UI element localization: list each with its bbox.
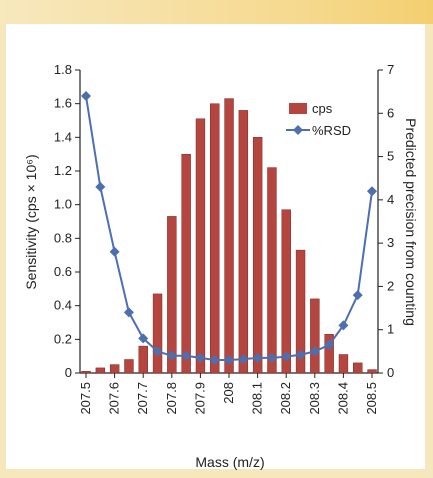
y-axis-title-right: Predicted precision from counting xyxy=(403,118,419,326)
bar-cps xyxy=(267,167,277,374)
rsd-point xyxy=(81,90,91,101)
x-tick-label: 207.6 xyxy=(107,382,122,415)
left-tick-label: 0.2 xyxy=(54,331,72,346)
bar-cps xyxy=(167,216,177,374)
x-tick-label: 208 xyxy=(221,382,236,404)
rsd-point xyxy=(324,339,335,350)
left-tick-label: 1.2 xyxy=(54,163,72,178)
rsd-point xyxy=(367,186,377,197)
bar-cps xyxy=(238,110,249,374)
x-axis-ticks: 207.5 207.6 207.7 207.8 207.9 208 208.1 208.2 20… xyxy=(78,373,379,415)
right-tick-label: 3 xyxy=(387,235,394,250)
x-axis-title: Mass (m/z) xyxy=(195,454,264,470)
rsd-point xyxy=(166,350,177,361)
left-tick-label: 1.8 xyxy=(54,62,72,77)
rsd-point xyxy=(195,352,206,363)
bar-cps xyxy=(224,98,234,374)
rsd-point xyxy=(238,354,249,365)
top-banner xyxy=(0,0,433,24)
bar-cps xyxy=(210,103,220,374)
left-tick-label: 0.4 xyxy=(54,298,72,313)
x-tick-label: 207.7 xyxy=(135,382,150,415)
x-tick-label: 208.2 xyxy=(278,382,293,415)
bar-cps xyxy=(281,209,291,374)
bar-cps xyxy=(81,371,91,374)
left-tick-label: 0.8 xyxy=(54,230,72,245)
x-tick-label: 208.4 xyxy=(335,382,350,415)
bar-cps xyxy=(109,364,120,374)
right-tick-label: 6 xyxy=(387,105,394,120)
legend-marker-rsd xyxy=(293,125,303,135)
right-tick-label: 5 xyxy=(387,149,394,164)
right-tick-label: 0 xyxy=(387,365,394,380)
x-tick-label: 207.9 xyxy=(192,382,207,415)
y-axis-title-left: Sensitivity (cps × 10⁶) xyxy=(23,154,39,289)
bar-cps xyxy=(124,359,134,374)
rsd-point xyxy=(352,290,363,301)
rsd-point xyxy=(295,349,306,360)
bar-cps xyxy=(310,298,320,374)
right-tick-label: 7 xyxy=(387,62,394,77)
rsd-point xyxy=(109,246,120,257)
bar-cps xyxy=(252,137,263,374)
rsd-point xyxy=(123,307,134,318)
left-tick-label: 1.0 xyxy=(54,197,72,212)
bar-cps xyxy=(338,354,349,374)
legend-swatch-cps xyxy=(289,103,307,114)
bar-cps xyxy=(95,367,106,374)
right-tick-label: 4 xyxy=(387,192,394,207)
bar-cps xyxy=(324,334,334,374)
bar-cps xyxy=(353,362,363,374)
bar-cps xyxy=(181,153,191,374)
right-axis-ticks: 0 1 2 3 4 5 6 7 xyxy=(378,62,394,380)
rsd-point xyxy=(95,181,106,192)
left-tick-label: 1.4 xyxy=(54,129,72,144)
x-tick-label: 207.8 xyxy=(164,382,179,415)
legend-label-rsd: %RSD xyxy=(312,123,351,138)
rsd-point xyxy=(181,350,192,361)
left-tick-label: 0.6 xyxy=(54,264,72,279)
rsd-point xyxy=(152,346,163,357)
rsd-point xyxy=(266,352,277,363)
x-tick-label: 208.5 xyxy=(364,382,379,415)
rsd-point xyxy=(224,355,234,366)
x-tick-label: 207.5 xyxy=(78,382,93,415)
rsd-line-group xyxy=(81,90,377,366)
bar-cps xyxy=(195,118,206,374)
rsd-point xyxy=(281,351,292,362)
legend: cps %RSD xyxy=(286,101,351,138)
rsd-point xyxy=(252,352,263,363)
rsd-point xyxy=(338,320,349,331)
bar-cps xyxy=(367,369,377,374)
bar-cps xyxy=(152,293,163,374)
right-tick-label: 1 xyxy=(387,322,394,337)
left-tick-label: 0 xyxy=(65,365,72,380)
left-axis-ticks: 0 0.2 0.4 0.6 0.8 1.0 1.2 1.4 1.6 1.8 xyxy=(54,62,80,380)
x-tick-label: 208.3 xyxy=(307,382,322,415)
rsd-point xyxy=(309,346,320,357)
rsd-point xyxy=(138,333,149,344)
x-tick-label: 208.1 xyxy=(250,382,265,415)
left-tick-label: 1.6 xyxy=(54,96,72,111)
legend-label-cps: cps xyxy=(312,101,333,116)
right-tick-label: 2 xyxy=(387,278,394,293)
rsd-point xyxy=(209,355,220,366)
bar-cps xyxy=(138,345,148,374)
bars-group xyxy=(81,98,377,374)
bar-cps xyxy=(295,249,306,374)
